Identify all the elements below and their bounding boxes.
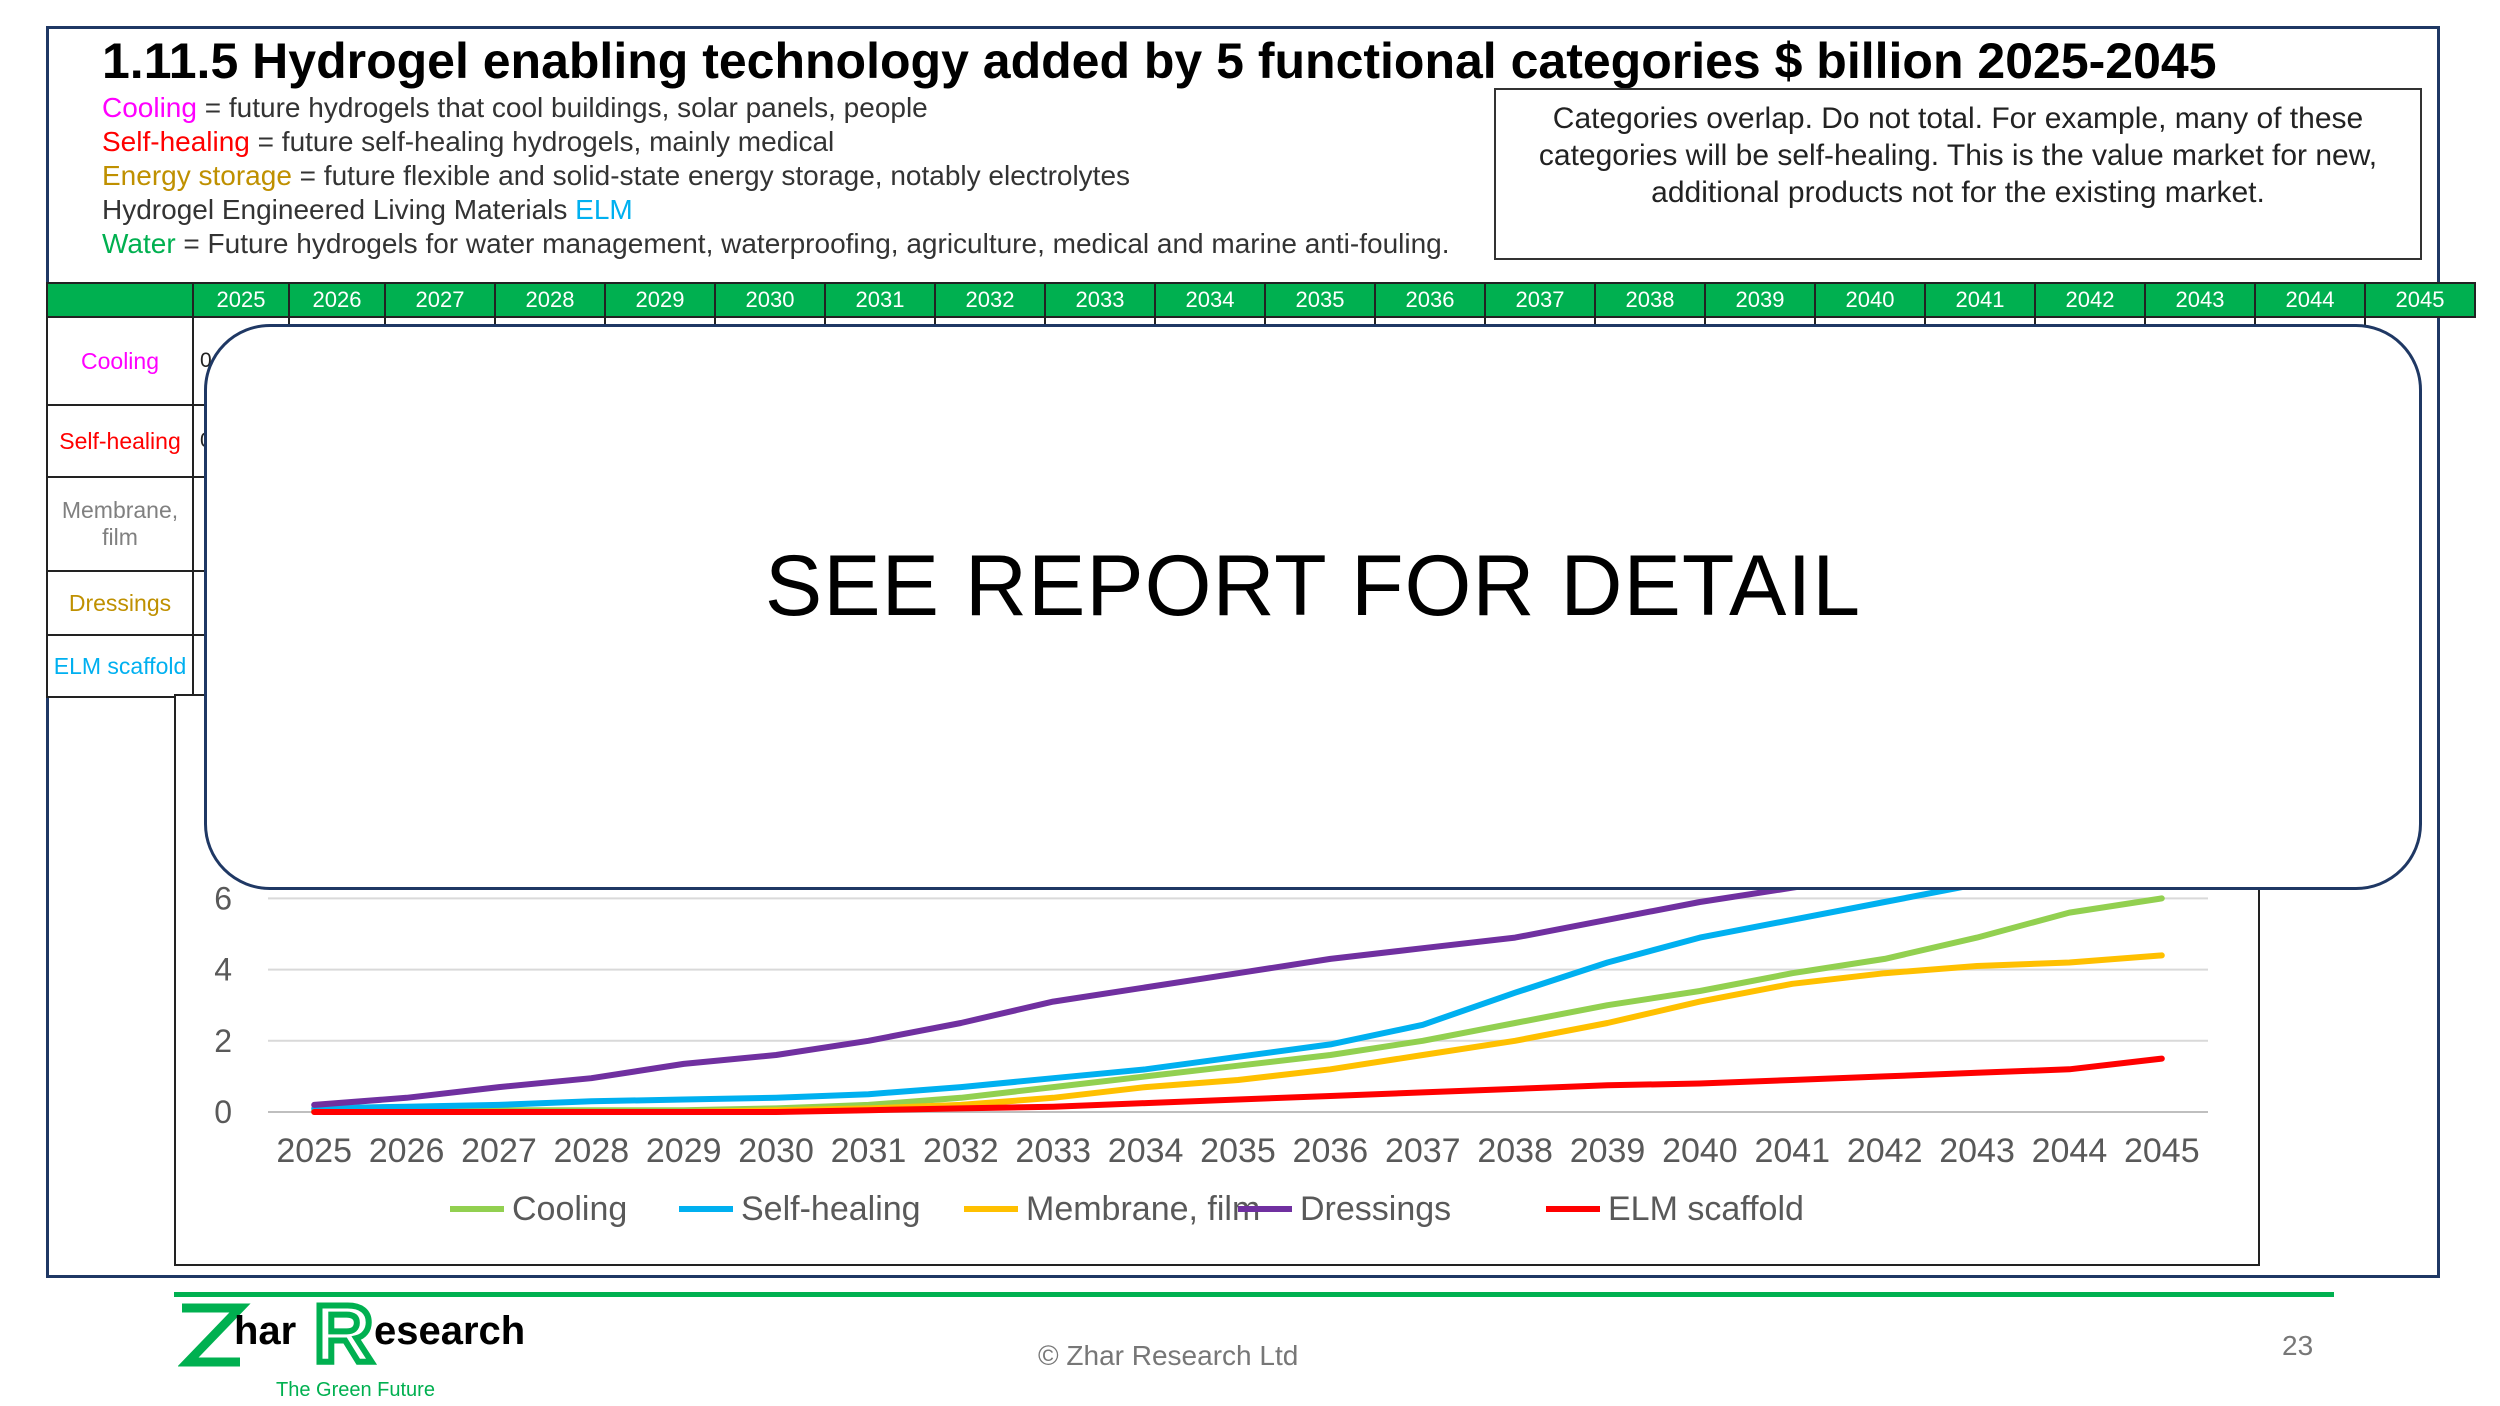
slide-title: 1.11.5 Hydrogel enabling technology adde… <box>102 33 2217 89</box>
x-tick-label: 2032 <box>923 1132 999 1170</box>
year-header: 2045 <box>2364 282 2476 318</box>
year-header: 2033 <box>1044 282 1156 318</box>
definition-self-healing: Self-healing = future self-healing hydro… <box>102 126 834 158</box>
series-line-membrane-film <box>311 952 2165 1115</box>
year-header: 2042 <box>2034 282 2146 318</box>
x-tick-label: 2025 <box>276 1132 352 1170</box>
term-water: Water <box>102 228 176 259</box>
year-header: 2026 <box>288 282 386 318</box>
definition-text: = future hydrogels that cool buildings, … <box>196 92 928 123</box>
chart-svg: 0246820252026202720282029203020312032203… <box>214 809 2208 1228</box>
row-label-self-healing: Self-healing <box>46 404 194 478</box>
year-header: 2032 <box>934 282 1046 318</box>
x-tick-label: 2026 <box>369 1132 445 1170</box>
x-tick-label: 2045 <box>2124 1132 2200 1170</box>
y-tick-label: 4 <box>214 952 232 988</box>
y-tick-label: 2 <box>214 1023 232 1059</box>
report-overlay: SEE REPORT FOR DETAIL <box>204 324 2422 890</box>
term-self-healing: Self-healing <box>102 126 250 157</box>
definition-elm: Hydrogel Engineered Living Materials ELM <box>102 194 633 226</box>
x-tick-label: 2031 <box>831 1132 907 1170</box>
year-header: 2038 <box>1594 282 1706 318</box>
logo-tagline: The Green Future <box>276 1379 435 1401</box>
x-tick-label: 2036 <box>1293 1132 1369 1170</box>
x-tick-label: 2035 <box>1200 1132 1276 1170</box>
year-header: 2030 <box>714 282 826 318</box>
year-header: 2040 <box>1814 282 1926 318</box>
x-tick-label: 2030 <box>738 1132 814 1170</box>
x-tick-label: 2041 <box>1754 1132 1830 1170</box>
x-tick-label: 2027 <box>461 1132 537 1170</box>
note-box: Categories overlap. Do not total. For ex… <box>1494 88 2422 260</box>
series-line-elm-scaffold <box>311 1055 2165 1115</box>
row-label-dressings: Dressings <box>46 570 194 636</box>
legend-entry: ELM scaffold <box>1608 1190 1804 1228</box>
row-label-membrane-film: Membrane, film <box>46 476 194 572</box>
year-header: 2041 <box>1924 282 2036 318</box>
table-header-row: 2025 2026 2027 2028 2029 2030 2031 2032 … <box>46 282 2476 318</box>
footer-rule <box>174 1292 2334 1297</box>
year-header: 2039 <box>1704 282 1816 318</box>
year-header: 2043 <box>2144 282 2256 318</box>
y-tick-label: 0 <box>214 1094 232 1130</box>
definition-energy-storage: Energy storage = future flexible and sol… <box>102 160 1130 192</box>
term-energy-storage: Energy storage <box>102 160 292 191</box>
x-tick-label: 2037 <box>1385 1132 1461 1170</box>
table-corner-cell <box>46 282 194 318</box>
x-tick-label: 2028 <box>554 1132 630 1170</box>
year-header: 2034 <box>1154 282 1266 318</box>
series-line-self-healing <box>311 849 2165 1112</box>
copyright: © Zhar Research Ltd <box>1038 1340 1299 1371</box>
logo-z-mark <box>178 1303 251 1367</box>
year-header: 2027 <box>384 282 496 318</box>
definition-text: Hydrogel Engineered Living Materials <box>102 194 576 225</box>
x-tick-label: 2043 <box>1939 1132 2015 1170</box>
year-header: 2035 <box>1264 282 1376 318</box>
term-cooling: Cooling <box>102 92 197 123</box>
legend-entry: Dressings <box>1300 1190 1451 1228</box>
year-header: 2036 <box>1374 282 1486 318</box>
definition-text: = future self-healing hydrogels, mainly … <box>249 126 835 157</box>
year-header: 2025 <box>192 282 290 318</box>
year-header: 2044 <box>2254 282 2366 318</box>
logo-text-esearch: esearch <box>374 1309 525 1353</box>
year-header: 2028 <box>494 282 606 318</box>
row-label-elm-scaffold: ELM scaffold <box>46 634 194 698</box>
legend-entry: Self-healing <box>741 1190 921 1228</box>
x-tick-label: 2033 <box>1015 1132 1091 1170</box>
definition-text: = Future hydrogels for water management,… <box>175 228 1450 259</box>
x-tick-label: 2044 <box>2032 1132 2108 1170</box>
logo-r-mark: R <box>314 1296 373 1380</box>
definition-water: Water = Future hydrogels for water manag… <box>102 228 1450 260</box>
page-number: 23 <box>2282 1330 2314 1361</box>
logo-text-har: har <box>234 1309 296 1353</box>
x-tick-label: 2034 <box>1108 1132 1184 1170</box>
row-label-cooling: Cooling <box>46 316 194 406</box>
x-tick-label: 2039 <box>1570 1132 1646 1170</box>
x-tick-label: 2038 <box>1477 1132 1553 1170</box>
overlay-text: SEE REPORT FOR DETAIL <box>764 537 1862 634</box>
x-tick-label: 2029 <box>646 1132 722 1170</box>
x-tick-label: 2040 <box>1662 1132 1738 1170</box>
legend-entry: Cooling <box>512 1190 627 1228</box>
zhar-research-logo: har R esearch The Green Future <box>178 1296 525 1401</box>
legend-entry: Membrane, film <box>1026 1190 1260 1228</box>
definition-text: = future flexible and solid-state energy… <box>291 160 1131 191</box>
y-tick-label: 6 <box>214 880 232 916</box>
term-elm: ELM <box>575 194 633 225</box>
definition-cooling: Cooling = future hydrogels that cool bui… <box>102 92 928 124</box>
year-header: 2029 <box>604 282 716 318</box>
year-header: 2037 <box>1484 282 1596 318</box>
year-header: 2031 <box>824 282 936 318</box>
x-tick-label: 2042 <box>1847 1132 1923 1170</box>
